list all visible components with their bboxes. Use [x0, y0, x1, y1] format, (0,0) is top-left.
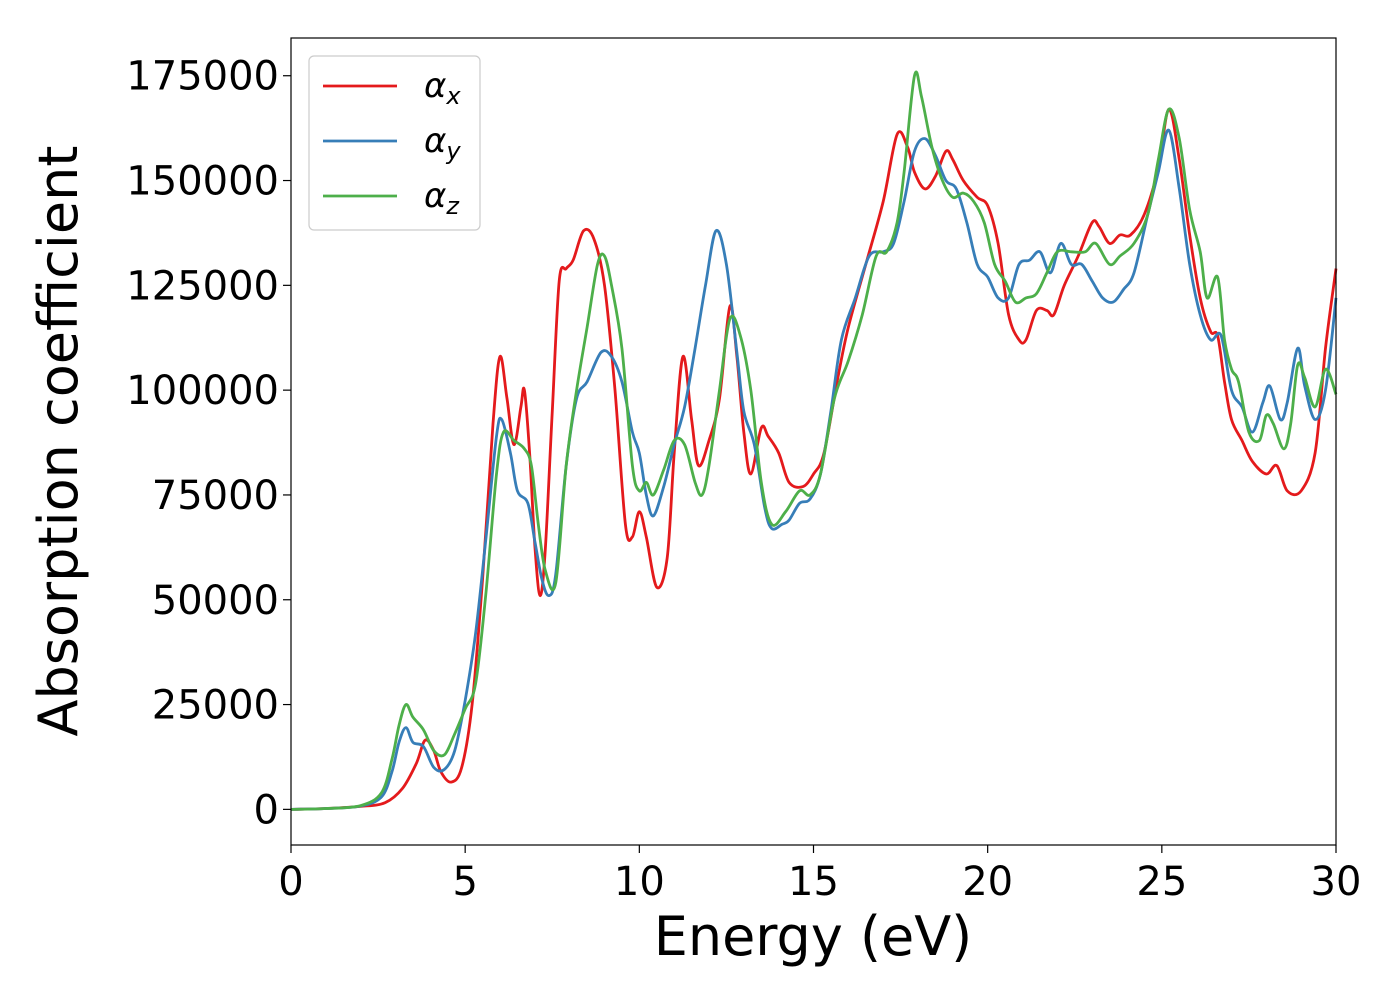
series-line-y: [290, 128, 1338, 811]
legend-entry-x: αx: [424, 66, 461, 110]
y-tick-label: 25000: [152, 683, 279, 729]
y-tick-label: 50000: [152, 578, 279, 624]
y-tick-label: 150000: [126, 159, 279, 205]
legend-entry-z: αz: [424, 176, 460, 220]
y-axis: 0 25000 50000 75000 100000 125000 150000 175000: [126, 54, 291, 833]
legend-box: [308, 55, 481, 231]
x-tick-label: 0: [278, 859, 303, 905]
y-tick-label: 75000: [152, 473, 279, 519]
y-axis-label: Absorption coefficient: [27, 146, 90, 737]
series-layer: [290, 70, 1338, 811]
x-axis: 0 5 10 15 20 25 30: [278, 845, 1361, 905]
x-axis-label: Energy (eV): [654, 905, 973, 968]
y-tick-label: 125000: [126, 263, 279, 309]
x-tick-label: 10: [614, 859, 665, 905]
x-tick-label: 25: [1136, 859, 1187, 905]
legend-symbol: α: [424, 66, 446, 106]
series-line-z: [290, 70, 1338, 811]
x-tick-label: 5: [452, 859, 477, 905]
legend-subscript: z: [445, 192, 460, 220]
legend-entry-y: αy: [424, 121, 461, 165]
legend-subscript: y: [445, 137, 461, 165]
y-tick-label: 0: [254, 787, 279, 833]
legend-symbol: α: [424, 121, 446, 161]
x-tick-label: 15: [788, 859, 839, 905]
x-tick-label: 30: [1311, 859, 1362, 905]
legend-symbol: α: [424, 176, 446, 216]
y-tick-label: 100000: [126, 368, 279, 414]
y-tick-label: 175000: [126, 54, 279, 100]
x-tick-label: 20: [962, 859, 1013, 905]
legend-subscript: x: [445, 82, 461, 110]
